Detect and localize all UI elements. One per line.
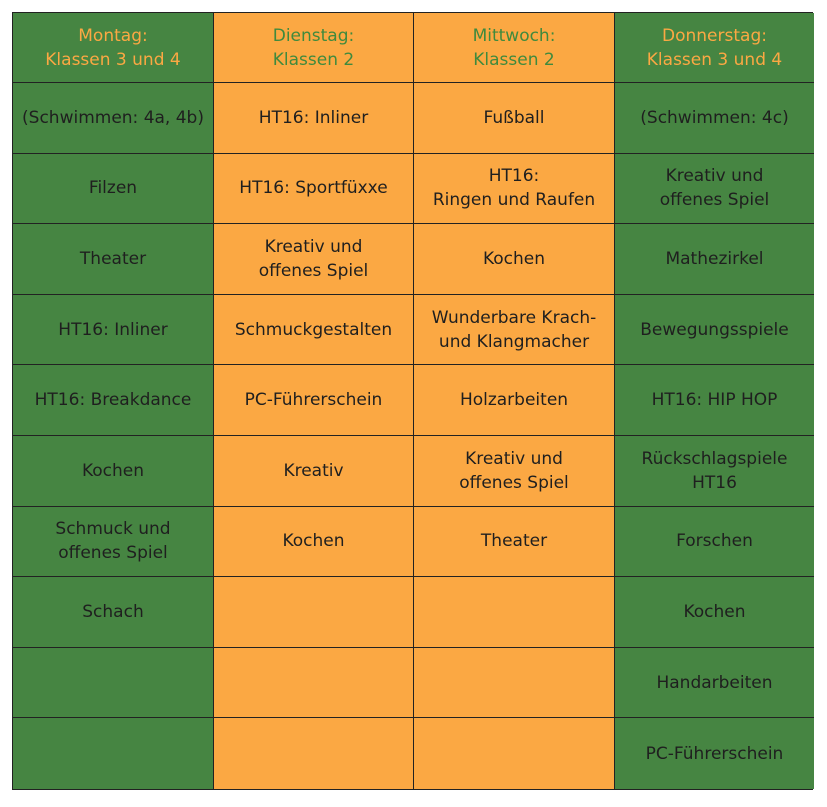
table-cell: [13, 647, 214, 719]
table-cell: Fußball: [414, 83, 615, 154]
table-cell: Filzen: [13, 153, 214, 225]
table-cell: HT16: Ringen und Raufen: [414, 153, 615, 225]
table-cell: HT16: Breakdance: [13, 365, 214, 436]
header-cell: Donnerstag: Klassen 3 und 4: [615, 13, 814, 83]
table-cell: Bewegungsspiele: [615, 294, 814, 366]
table-cell: [414, 718, 615, 789]
table-cell: Schach: [13, 577, 214, 648]
table-cell: Theater: [414, 506, 615, 578]
table-cell: Theater: [13, 224, 214, 295]
table-cell: PC-Führerschein: [214, 365, 414, 436]
table-cell: (Schwimmen: 4a, 4b): [13, 83, 214, 154]
header-cell: Montag: Klassen 3 und 4: [13, 13, 214, 83]
table-cell: Wunderbare Krach- und Klangmacher: [414, 294, 615, 366]
table-cell: [13, 718, 214, 789]
table-cell: Mathezirkel: [615, 224, 814, 295]
table-cell: [414, 647, 615, 719]
table-cell: Kochen: [13, 435, 214, 507]
table-cell: Kochen: [414, 224, 615, 295]
header-cell: Mittwoch: Klassen 2: [414, 13, 615, 83]
table-cell: Kochen: [214, 506, 414, 578]
table-cell: HT16: Inliner: [13, 294, 214, 366]
table-cell: Kreativ und offenes Spiel: [615, 153, 814, 225]
table-cell: [214, 577, 414, 648]
table-cell: Holzarbeiten: [414, 365, 615, 436]
table-cell: HT16: HIP HOP: [615, 365, 814, 436]
table-cell: [214, 647, 414, 719]
header-cell: Dienstag: Klassen 2: [214, 13, 414, 83]
table-cell: [214, 718, 414, 789]
table-cell: Forschen: [615, 506, 814, 578]
table-cell: [414, 577, 615, 648]
timetable: Montag: Klassen 3 und 4 Dienstag: Klassen…: [12, 12, 814, 790]
table-cell: (Schwimmen: 4c): [615, 83, 814, 154]
table-cell: Handarbeiten: [615, 647, 814, 719]
table-cell: HT16: Sportfüxxe: [214, 153, 414, 225]
table-cell: Rückschlagspiele HT16: [615, 435, 814, 507]
table-cell: Kreativ und offenes Spiel: [214, 224, 414, 295]
table-cell: Schmuckgestalten: [214, 294, 414, 366]
table-cell: PC-Führerschein: [615, 718, 814, 789]
table-cell: Kochen: [615, 577, 814, 648]
table-cell: HT16: Inliner: [214, 83, 414, 154]
table-cell: Kreativ und offenes Spiel: [414, 435, 615, 507]
table-cell: Kreativ: [214, 435, 414, 507]
table-cell: Schmuck und offenes Spiel: [13, 506, 214, 578]
